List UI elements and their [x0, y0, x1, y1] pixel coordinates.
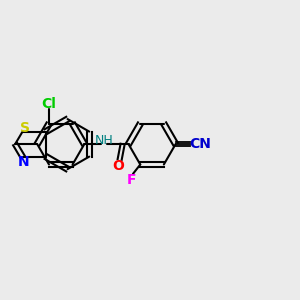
Text: O: O: [112, 159, 124, 173]
Text: N: N: [18, 155, 30, 169]
Text: NH: NH: [95, 134, 113, 147]
Text: S: S: [20, 121, 30, 135]
Text: CN: CN: [190, 137, 211, 151]
Text: Cl: Cl: [42, 97, 56, 111]
Text: F: F: [127, 173, 136, 187]
